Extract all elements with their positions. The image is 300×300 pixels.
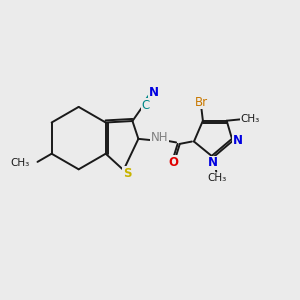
Text: C: C: [141, 99, 149, 112]
Text: Br: Br: [195, 96, 208, 109]
Text: N: N: [208, 156, 218, 169]
Text: CH₃: CH₃: [10, 158, 29, 168]
Text: S: S: [123, 167, 131, 179]
Text: N: N: [148, 86, 159, 100]
Text: N: N: [233, 134, 243, 147]
Text: CH₃: CH₃: [240, 114, 260, 124]
Text: NH: NH: [150, 131, 168, 145]
Text: O: O: [168, 156, 178, 169]
Text: CH₃: CH₃: [207, 173, 226, 183]
